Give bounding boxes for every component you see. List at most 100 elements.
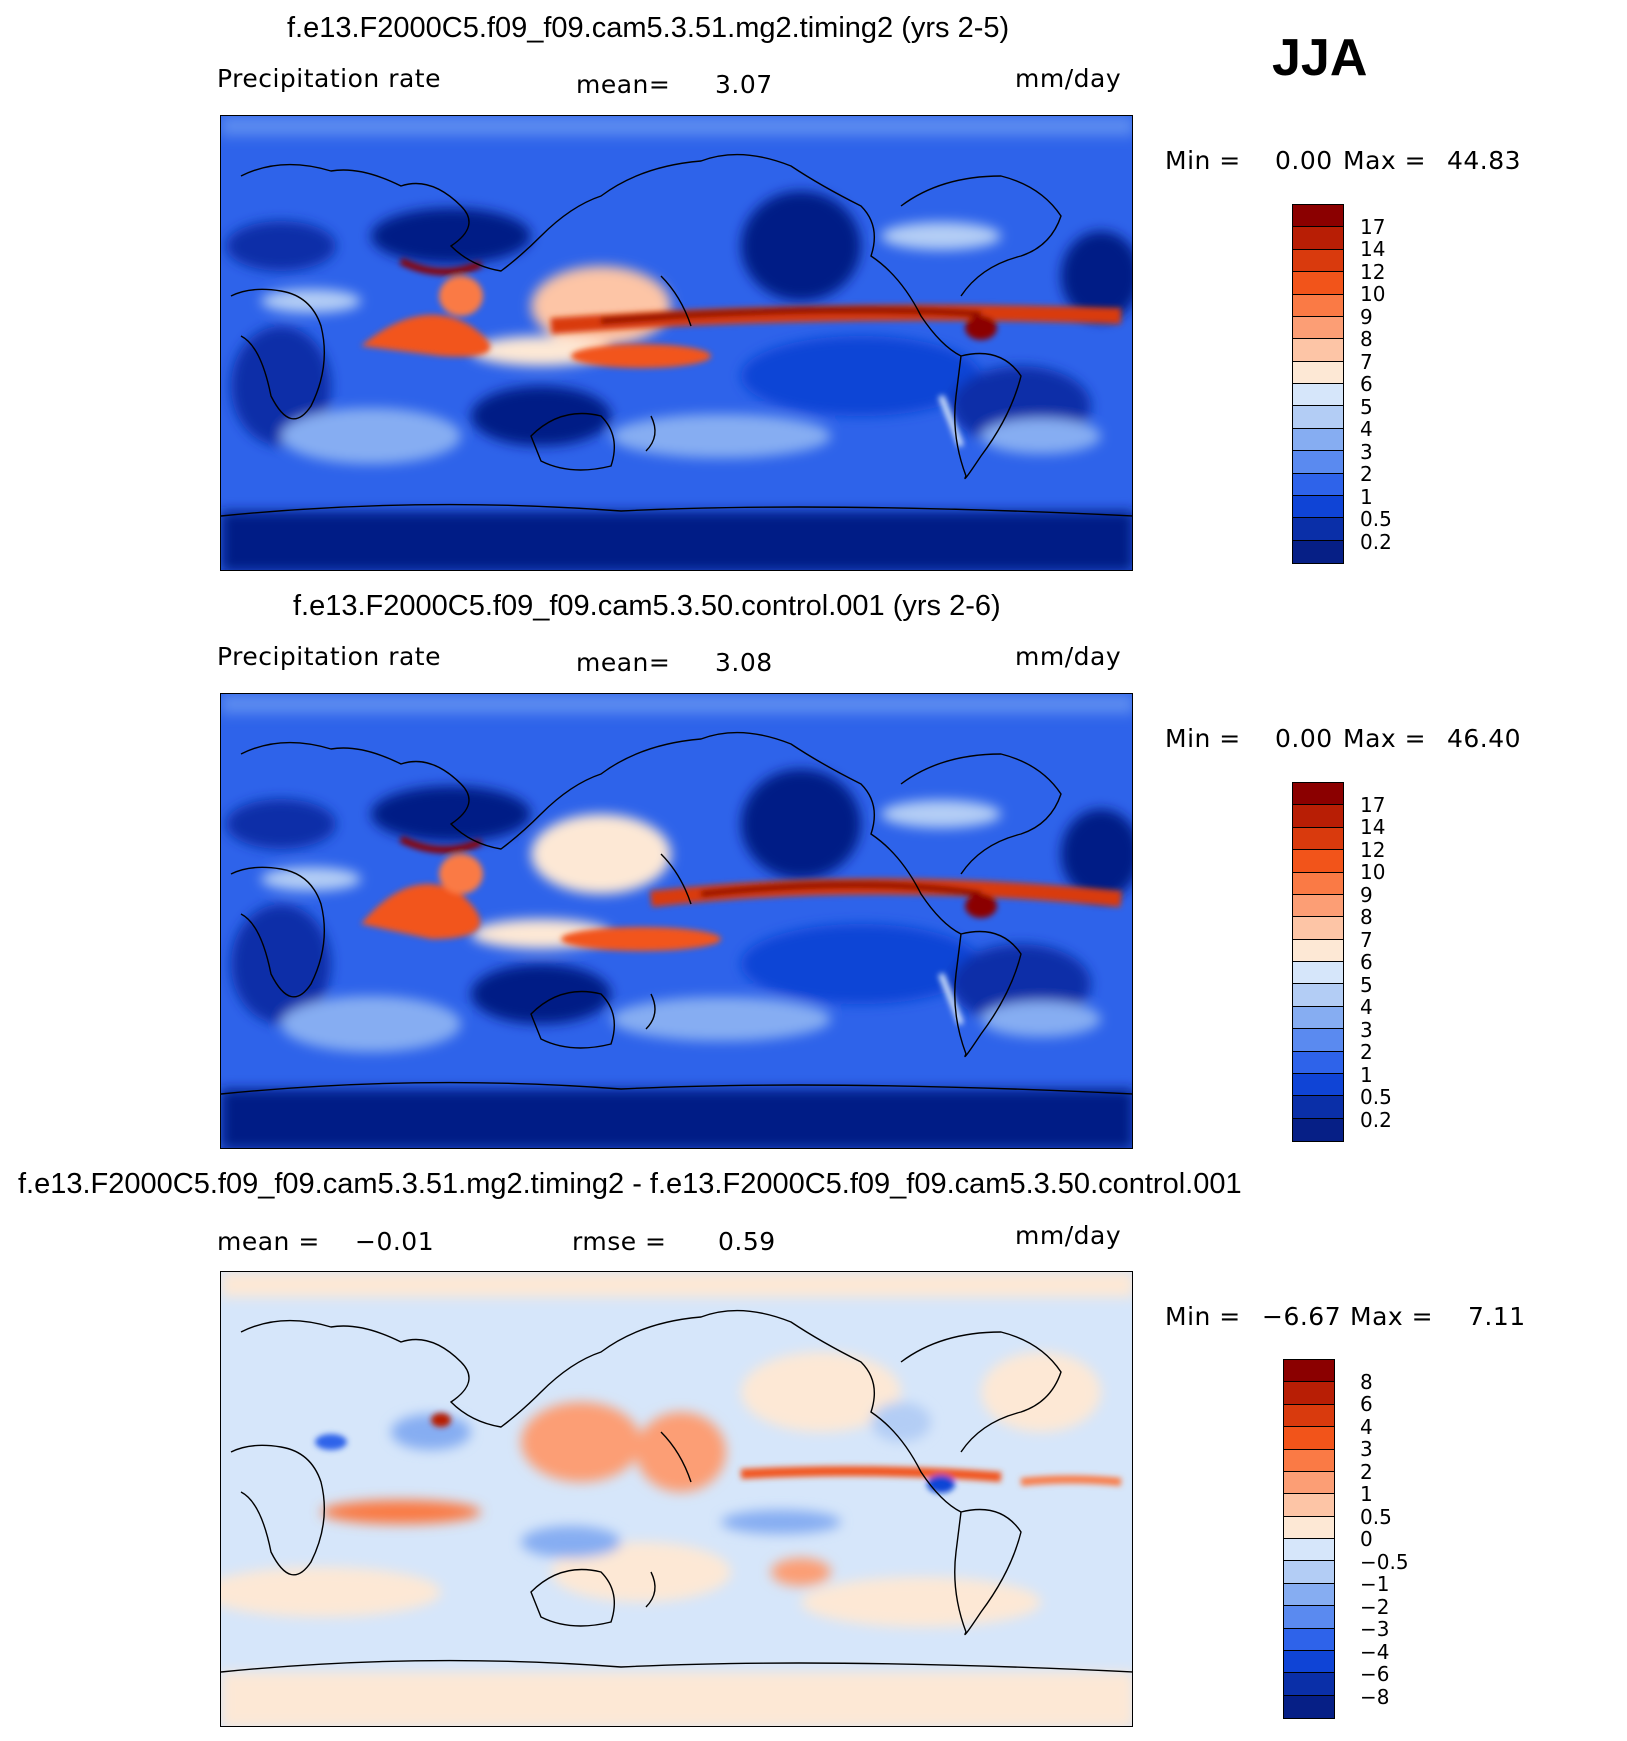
colorbar-tick-label: 12 [1360, 837, 1386, 862]
colorbar-tick-label: −6 [1360, 1662, 1390, 1686]
colorbar-tick-label: 5 [1360, 972, 1373, 997]
colorbar-swatch [1293, 1118, 1343, 1141]
colorbar-swatch [1284, 1606, 1334, 1629]
colorbar-swatch [1284, 1673, 1334, 1696]
colorbar-swatch [1293, 984, 1343, 1007]
colorbar-tick-label: 0.2 [1360, 1107, 1392, 1132]
colorbar-tick-label: 5 [1360, 394, 1373, 419]
colorbar-swatch [1293, 473, 1343, 496]
colorbar-swatch [1293, 495, 1343, 519]
colorbar-swatch [1293, 894, 1343, 918]
panel-2-colorbar [1292, 782, 1344, 1142]
colorbar-swatch [1293, 1029, 1343, 1052]
colorbar-tick-label: 14 [1360, 237, 1386, 261]
colorbar-tick-label: 0.5 [1360, 507, 1392, 531]
colorbar-swatch [1293, 540, 1343, 563]
colorbar-tick-label: 1 [1360, 1482, 1373, 1506]
colorbar-swatch [1284, 1516, 1334, 1539]
season-label: JJA [1272, 29, 1368, 87]
panel-2-min-label: Min = [1165, 724, 1241, 753]
panel-1-mean-label: mean= [576, 70, 671, 99]
colorbar-swatch [1293, 384, 1343, 407]
colorbar-swatch [1293, 227, 1343, 250]
colorbar-swatch [1293, 406, 1343, 429]
panel-3-map [220, 1271, 1133, 1727]
colorbar-tick-label: 8 [1360, 905, 1373, 929]
colorbar-tick-label: −1 [1360, 1572, 1390, 1596]
panel-1-variable-label: Precipitation rate [217, 64, 441, 93]
colorbar-tick-label: 2 [1360, 1040, 1373, 1064]
colorbar-swatch [1293, 783, 1343, 806]
colorbar-tick-label: 8 [1360, 1369, 1373, 1394]
panel-1-min-value: 0.00 [1275, 146, 1333, 175]
panel-2-max-label: Max = [1343, 724, 1427, 753]
colorbar-swatch [1293, 850, 1343, 873]
colorbar-tick-label: 4 [1360, 417, 1373, 441]
colorbar-tick-label: 3 [1360, 439, 1373, 464]
panel-3-map-svg [221, 1272, 1132, 1726]
colorbar-swatch [1293, 1006, 1343, 1030]
colorbar-tick-label: 8 [1360, 327, 1373, 351]
colorbar-swatch [1293, 1096, 1343, 1119]
panel-1-max-value: 44.83 [1447, 146, 1522, 175]
panel-2-max-value: 46.40 [1447, 724, 1522, 753]
colorbar-swatch [1293, 361, 1343, 384]
panel-2-mean-value: 3.08 [715, 648, 773, 677]
colorbar-tick-label: 4 [1360, 995, 1373, 1019]
colorbar-swatch [1284, 1650, 1334, 1674]
colorbar-swatch [1284, 1427, 1334, 1450]
panel-3-mean-label: mean = [217, 1227, 320, 1256]
colorbar-swatch [1293, 872, 1343, 895]
colorbar-tick-label: 10 [1360, 282, 1386, 306]
colorbar-tick-label: 4 [1360, 1414, 1373, 1439]
colorbar-tick-label: 2 [1360, 462, 1373, 486]
panel-2-map-svg [221, 694, 1132, 1148]
panel-3-colorbar [1283, 1359, 1335, 1719]
colorbar-swatch [1293, 294, 1343, 317]
panel-3-title: f.e13.F2000C5.f09_f09.cam5.3.51.mg2.timi… [18, 1168, 1242, 1200]
colorbar-swatch [1293, 827, 1343, 851]
panel-3-min-value: −6.67 [1262, 1302, 1342, 1331]
panel-1-title: f.e13.F2000C5.f09_f09.cam5.3.51.mg2.timi… [287, 12, 1010, 44]
panel-3-max-label: Max = [1350, 1302, 1434, 1331]
colorbar-swatch [1284, 1583, 1334, 1607]
panel-1-max-label: Max = [1343, 146, 1427, 175]
colorbar-swatch [1293, 339, 1343, 362]
colorbar-swatch [1293, 451, 1343, 474]
colorbar-tick-label: 6 [1360, 1392, 1373, 1416]
colorbar-swatch [1284, 1628, 1334, 1651]
colorbar-tick-label: 9 [1360, 304, 1373, 329]
colorbar-tick-label: 10 [1360, 860, 1386, 884]
colorbar-swatch [1293, 272, 1343, 295]
panel-3-mean-value: −0.01 [355, 1227, 435, 1256]
colorbar-tick-label: 6 [1360, 372, 1373, 396]
colorbar-tick-label: 2 [1360, 1459, 1373, 1484]
colorbar-tick-label: 0.2 [1360, 529, 1392, 554]
colorbar-tick-label: 17 [1360, 214, 1386, 239]
colorbar-swatch [1293, 939, 1343, 962]
colorbar-swatch [1293, 316, 1343, 340]
colorbar-tick-label: −8 [1360, 1684, 1390, 1709]
colorbar-tick-label: 0.5 [1360, 1085, 1392, 1109]
colorbar-tick-label: 12 [1360, 259, 1386, 284]
panel-2-map [220, 693, 1133, 1149]
colorbar-swatch [1293, 805, 1343, 828]
colorbar-swatch [1284, 1695, 1334, 1718]
colorbar-tick-label: 6 [1360, 950, 1373, 974]
panel-1-units: mm/day [1015, 64, 1122, 93]
colorbar-tick-label: −4 [1360, 1639, 1390, 1664]
panel-2-min-value: 0.00 [1275, 724, 1333, 753]
panel-2-title: f.e13.F2000C5.f09_f09.cam5.3.50.control.… [293, 590, 1001, 622]
panel-1-mean-value: 3.07 [715, 70, 773, 99]
panel-3-min-label: Min = [1165, 1302, 1241, 1331]
panel-1-min-label: Min = [1165, 146, 1241, 175]
colorbar-tick-label: 9 [1360, 882, 1373, 907]
colorbar-swatch [1293, 962, 1343, 985]
panel-2-units: mm/day [1015, 642, 1122, 671]
colorbar-swatch [1284, 1494, 1334, 1517]
colorbar-swatch [1284, 1382, 1334, 1405]
colorbar-tick-label: 3 [1360, 1017, 1373, 1042]
colorbar-tick-label: 7 [1360, 349, 1373, 374]
panel-3-max-value: 7.11 [1468, 1302, 1526, 1331]
colorbar-swatch [1293, 428, 1343, 452]
